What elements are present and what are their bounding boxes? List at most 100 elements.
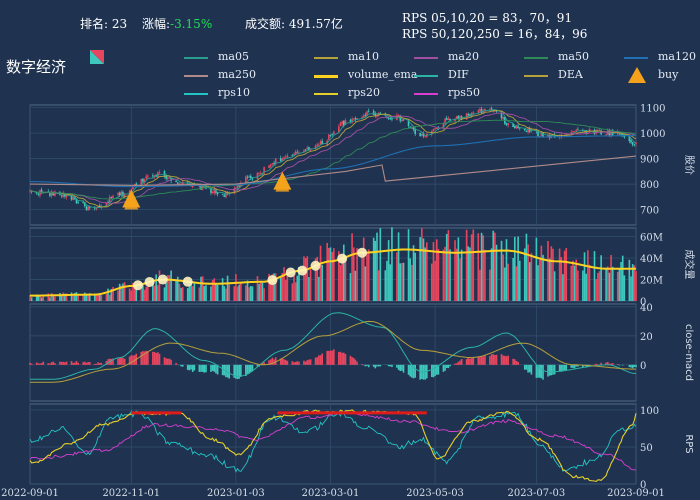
x-tick-label: 2022-09-01 <box>1 488 59 499</box>
macd-bar <box>494 355 496 365</box>
candle-body <box>339 122 342 126</box>
candle-body <box>445 118 448 120</box>
volume-bar <box>387 240 390 301</box>
candle-body <box>628 136 631 142</box>
volume-bar <box>351 233 353 301</box>
candle-body <box>361 117 363 119</box>
macd-bar <box>98 363 101 365</box>
volume-bar <box>83 292 86 301</box>
volume-bar <box>118 283 121 301</box>
candle-body <box>140 178 143 187</box>
candle-body <box>88 206 91 208</box>
macd-bar <box>525 364 528 370</box>
macd-bar <box>631 364 634 369</box>
volume-bar <box>425 242 428 301</box>
volume-bar <box>457 237 460 301</box>
dea-line <box>30 320 636 383</box>
ema-highlight <box>157 274 168 285</box>
macd-bar <box>490 354 493 365</box>
macd-bar <box>411 364 413 378</box>
volume-bar <box>123 282 126 301</box>
candle-body <box>284 156 287 158</box>
volume-bar <box>630 276 632 301</box>
volume-bar <box>409 258 412 301</box>
volume-bar <box>494 232 496 301</box>
macd-bar <box>611 363 614 365</box>
volume-bar <box>472 229 475 301</box>
volume-bar <box>333 248 335 301</box>
volume-bar <box>181 287 184 301</box>
candle-body <box>303 150 305 153</box>
macd-bar <box>64 362 66 365</box>
rank-value: 23 <box>111 17 128 31</box>
candle-body <box>176 182 179 184</box>
volume-bar <box>550 246 553 301</box>
volume-bar <box>585 273 588 301</box>
candle-body <box>469 114 471 116</box>
volume-bar <box>367 249 370 301</box>
candle-body <box>281 159 284 161</box>
x-tick-label: 2023-07-03 <box>508 488 566 499</box>
volume-bar <box>565 248 568 301</box>
volume-bar <box>95 293 98 301</box>
candle-body <box>269 164 272 167</box>
candle-body <box>64 194 66 197</box>
candle-body <box>605 134 607 136</box>
volume-bar <box>575 259 578 301</box>
candle-body <box>523 129 526 131</box>
volume-bar <box>122 283 124 301</box>
macd-bar <box>198 364 201 372</box>
volume-bar <box>606 266 609 301</box>
volume-bar <box>505 239 508 301</box>
macd-bar <box>142 351 144 365</box>
candle-body <box>83 201 86 207</box>
volume-bar <box>504 267 506 301</box>
candle-body <box>455 116 458 119</box>
macd-bar <box>460 359 463 365</box>
y-tick-label: 0 <box>640 361 646 372</box>
volume-bar <box>188 284 191 301</box>
candle-body <box>583 130 586 132</box>
candle-body <box>259 172 262 174</box>
volume-bar <box>618 268 621 301</box>
dif-line <box>30 312 637 380</box>
macd-bar <box>606 361 609 365</box>
candle-body <box>414 128 416 134</box>
candle-body <box>286 155 289 158</box>
macd-bar <box>318 355 320 365</box>
volume-bar <box>616 271 619 301</box>
macd-bar <box>261 362 264 365</box>
macd-bar <box>341 352 343 365</box>
candle-body <box>407 119 410 127</box>
volume-bar <box>72 294 74 301</box>
candle-body <box>291 155 294 157</box>
volume-bar <box>593 251 596 301</box>
macd-bar <box>565 364 568 371</box>
volume-bar <box>130 290 133 301</box>
macd-bar <box>397 364 400 370</box>
y-tick-label: 1000 <box>640 129 665 140</box>
volume-bar <box>445 233 448 301</box>
macd-bar <box>500 354 503 365</box>
candle-body <box>372 110 375 115</box>
macd-bar <box>432 364 435 378</box>
volume-bar <box>560 257 563 301</box>
macd-bar <box>480 356 483 365</box>
candle-body <box>65 194 68 198</box>
candle-body <box>213 189 216 193</box>
macd-bar <box>333 349 335 365</box>
volume-bar <box>623 275 626 301</box>
volume-bar <box>29 294 31 301</box>
volume-bar <box>331 251 333 301</box>
macd-bar <box>54 363 56 365</box>
macd-bar <box>205 364 207 373</box>
candle-body <box>271 163 274 165</box>
volume-bar <box>376 232 378 301</box>
macd-bar <box>414 364 416 378</box>
y-tick-label: 700 <box>640 206 659 217</box>
volume-bar <box>250 285 252 301</box>
macd-bar <box>248 364 250 374</box>
volume-bar <box>286 275 289 301</box>
volume-bar <box>542 254 544 301</box>
macd-bar <box>122 357 124 365</box>
